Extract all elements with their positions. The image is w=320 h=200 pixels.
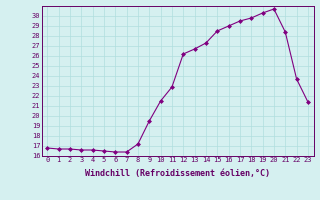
X-axis label: Windchill (Refroidissement éolien,°C): Windchill (Refroidissement éolien,°C) [85, 169, 270, 178]
